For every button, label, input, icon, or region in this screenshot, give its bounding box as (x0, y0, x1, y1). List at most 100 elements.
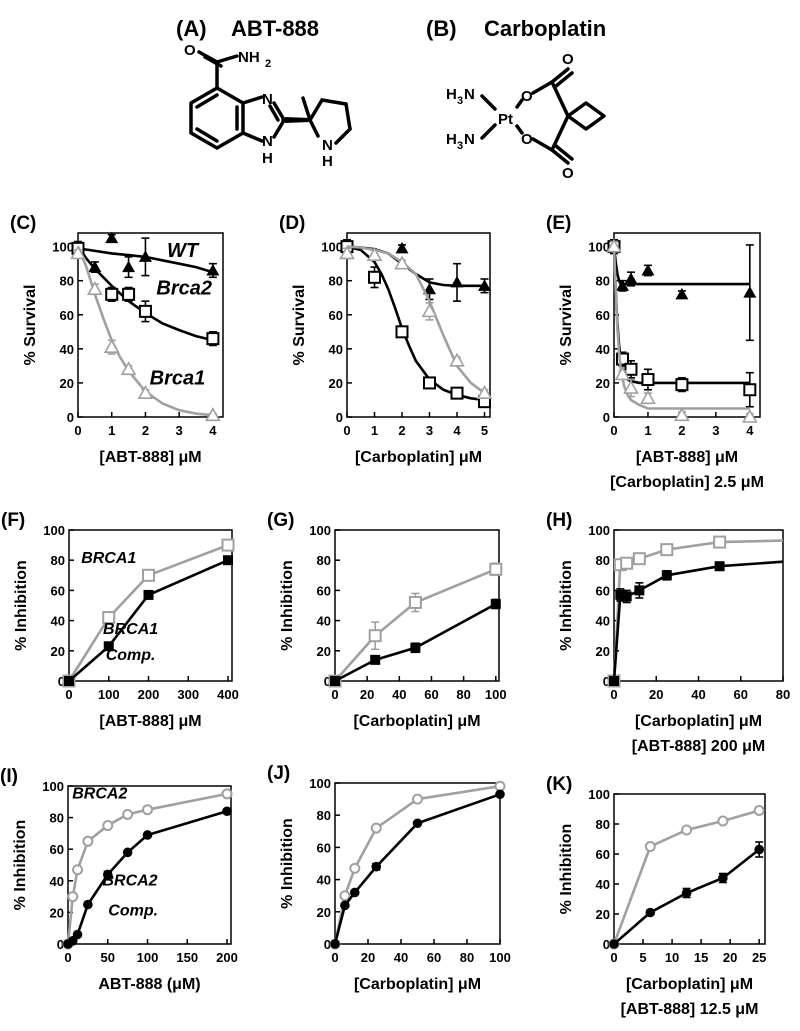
data-point (494, 780, 506, 792)
data-point (122, 260, 136, 273)
series-square-open-gray (328, 562, 503, 688)
series-line (334, 568, 497, 682)
series-annotation: BRCA1 (103, 621, 158, 638)
x-tick-label: 400 (217, 687, 239, 702)
x-tick-label: 10 (665, 950, 679, 965)
data-point (102, 869, 113, 880)
fit-curve (612, 246, 750, 410)
atom-nh3-b-sub: 3 (457, 140, 463, 152)
panel-label: (J) (267, 763, 290, 784)
data-point (88, 260, 102, 273)
series-square-filled-black (609, 560, 784, 686)
data-point (412, 818, 423, 829)
panel-i: 0 50 100 150 200 0 20 40 60 80 100 (I) ABT-888 (μM)%… (0, 766, 238, 993)
x-tick-label: 1 (371, 423, 378, 438)
data-point (606, 238, 622, 253)
data-point (478, 279, 491, 291)
y-axis-label: % Inhibition (558, 560, 575, 651)
y-tick-label: 40 (596, 342, 610, 357)
x-tick-label: 15 (694, 950, 708, 965)
data-point (412, 793, 423, 805)
x-tick-label: 0 (331, 687, 338, 702)
series-square-filled-black (330, 598, 501, 686)
y-tick-label: 0 (324, 937, 331, 952)
data-point (102, 611, 116, 625)
x-axis-label: [ABT-888] μM (99, 449, 201, 466)
x-tick-label: 20 (723, 950, 737, 965)
y-tick-label: 40 (51, 614, 65, 629)
atom-o-carbonyl-1: O (562, 51, 574, 68)
atom-pyrrolidine-h: H (322, 153, 333, 170)
x-tick-label: 4 (746, 423, 754, 438)
atom-nh3-a-h: H (446, 86, 457, 103)
panel-j: 0 20 40 60 80 100 0 20 40 60 80 100 (J) [Carboplatin]… (267, 763, 511, 993)
data-point (743, 286, 757, 298)
data-point (641, 373, 655, 387)
x-axis-label-2: [ABT-888] 12.5 μM (621, 1001, 759, 1018)
y-tick-label: 60 (50, 842, 64, 857)
series-circle-filled-black (63, 806, 232, 949)
atom-imidazole-n: N (262, 91, 273, 108)
x-tick-label: 40 (691, 687, 705, 702)
data-point (713, 535, 727, 549)
data-point (450, 275, 464, 288)
data-point (681, 888, 692, 898)
data-point (741, 408, 758, 423)
x-tick-label: 2 (398, 423, 405, 438)
y-tick-label: 20 (50, 905, 64, 920)
x-tick-label: 80 (460, 950, 474, 965)
x-tick-label: 50 (101, 950, 115, 965)
data-point (221, 788, 233, 800)
data-point (72, 929, 83, 940)
data-point (137, 385, 154, 399)
x-tick-label: 200 (216, 950, 238, 965)
x-tick-label: 4 (209, 423, 217, 438)
data-point (221, 538, 235, 552)
panel-label: (G) (267, 510, 294, 531)
data-point (624, 362, 638, 376)
atom-amide-n: NH (238, 49, 260, 66)
atom-amide-h2: 2 (265, 58, 271, 70)
plot-frame (68, 529, 233, 682)
series-circle-open-gray (329, 780, 506, 950)
fit-curve (346, 245, 486, 395)
x-tick-label: 40 (392, 687, 406, 702)
atom-o-ester-1: O (521, 88, 533, 105)
data-point (714, 561, 725, 572)
x-tick-label: 200 (138, 687, 160, 702)
y-tick-label: 100 (52, 240, 74, 255)
series-circle-filled-black (330, 789, 505, 949)
y-axis-label: % Inhibition (558, 824, 575, 915)
atom-pyrrolidine-n: N (322, 137, 333, 154)
data-point (142, 830, 153, 840)
y-tick-label: 80 (51, 553, 65, 568)
data-point (644, 841, 656, 852)
series-square-filled-black (64, 555, 234, 686)
x-tick-label: 20 (361, 950, 375, 965)
data-point (82, 835, 94, 847)
data-point (450, 386, 464, 400)
x-tick-label: 100 (98, 687, 120, 702)
data-point (620, 556, 634, 570)
data-point (476, 385, 493, 399)
series-annotation: Brca1 (150, 368, 206, 390)
plot-frame (334, 782, 501, 945)
x-tick-label: 1 (644, 423, 651, 438)
data-point (615, 279, 629, 291)
y-tick-label: 80 (329, 274, 343, 289)
structure-carboplatin: (B) Carboplatin H 3 N H 3 N Pt O O O O (426, 16, 606, 182)
data-point (330, 939, 340, 949)
y-axis-label: % Survival (291, 285, 308, 366)
y-tick-label: 0 (603, 674, 610, 689)
y-tick-label: 60 (596, 583, 610, 598)
data-point (609, 676, 619, 686)
data-point (64, 676, 74, 686)
y-tick-label: 60 (51, 583, 65, 598)
x-tick-label: 3 (712, 423, 719, 438)
data-point (366, 247, 383, 261)
x-axis-label: [Carboplatin] μM (353, 713, 480, 730)
series-annotation: Comp. (106, 647, 156, 664)
atom-nh3-a-sub: 3 (457, 95, 463, 107)
atom-imidazole-nh: N (262, 133, 273, 150)
